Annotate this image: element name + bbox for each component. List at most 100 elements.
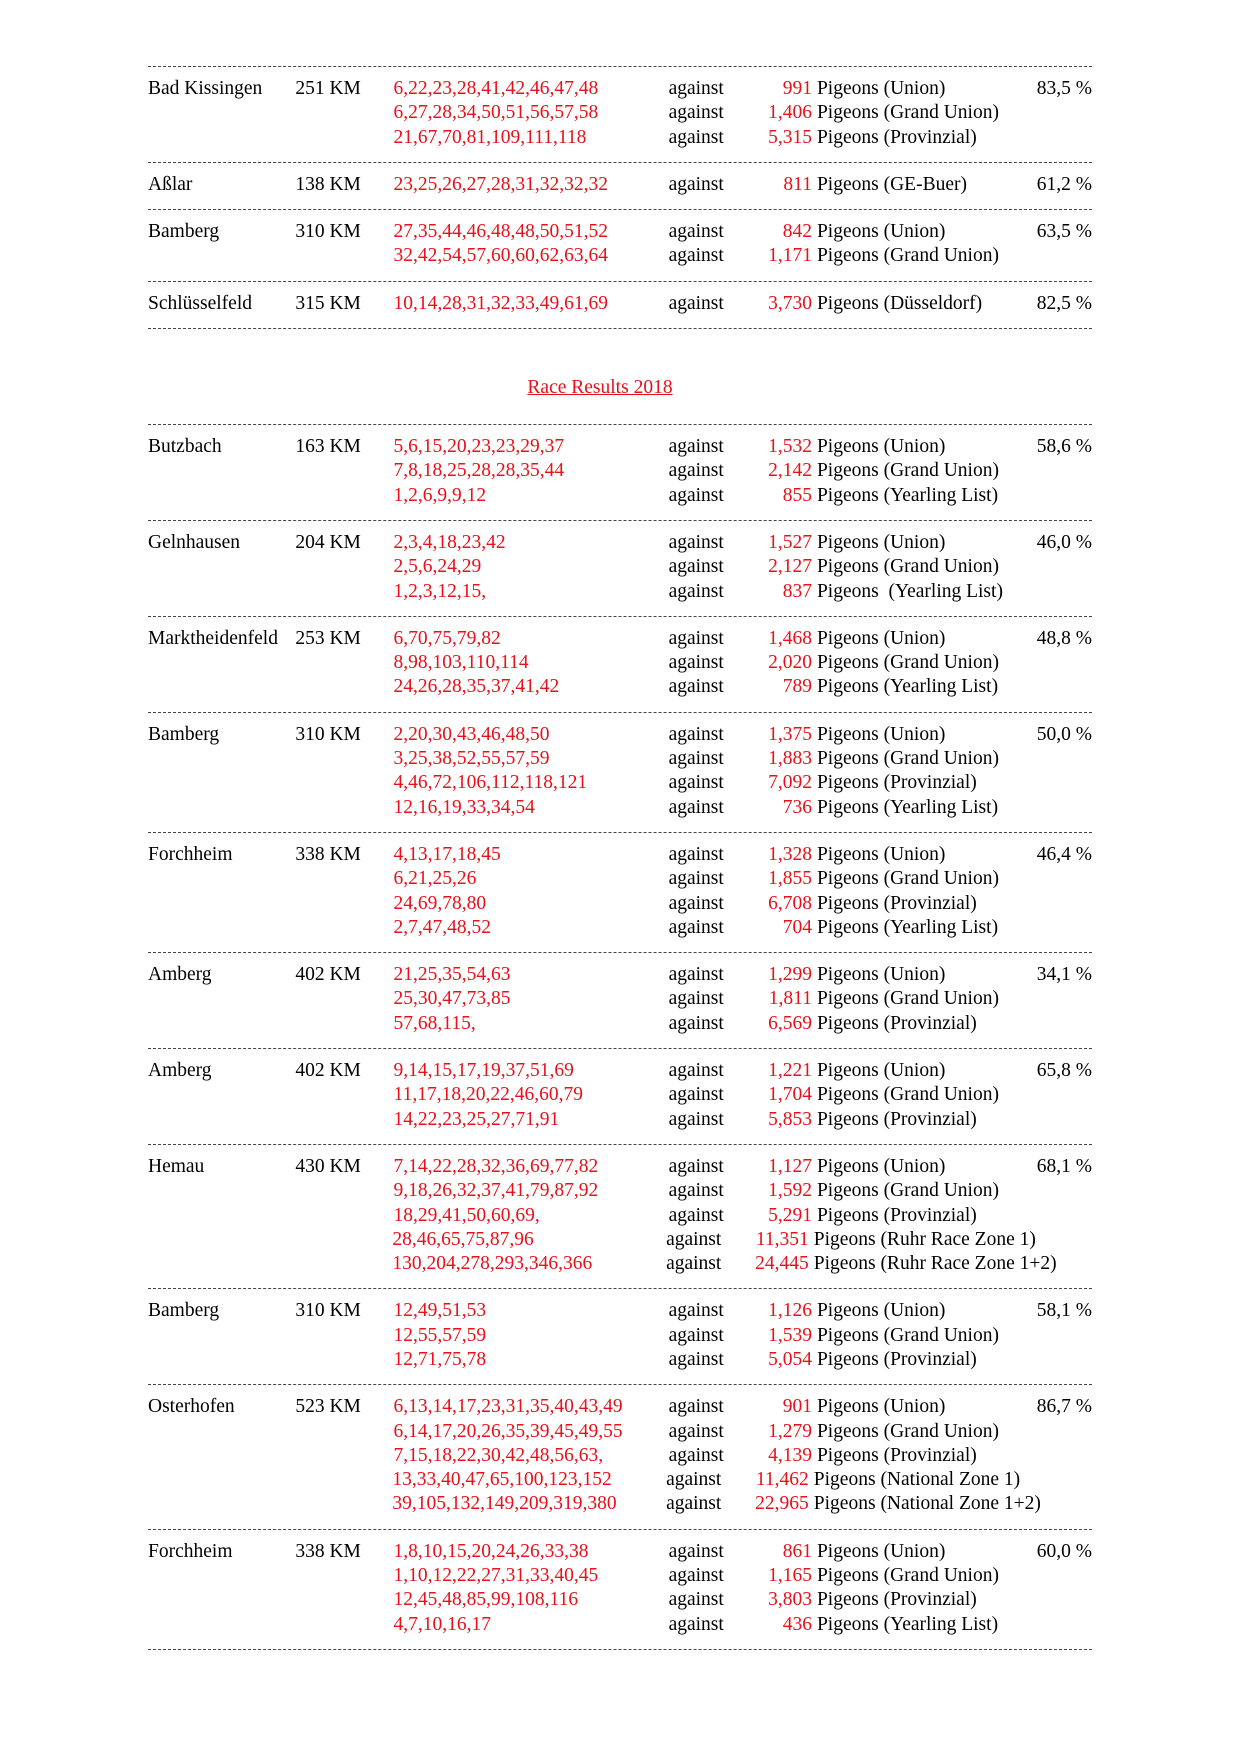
group-name: (Grand Union) [883, 652, 999, 674]
competitor-count: 1,811 [768, 988, 812, 1010]
prize-percentage: 61,2 % [1036, 173, 1092, 195]
pigeons-label: Pigeons [816, 460, 879, 482]
race-distance [295, 555, 393, 579]
against-label: against [668, 1108, 724, 1130]
group-name: (Provinzial) [883, 772, 977, 794]
competition-group: Pigeons (Yearling List) [812, 796, 1013, 820]
group-name: (Provinzial) [883, 1108, 977, 1130]
competitor-count: 1,592 [768, 1180, 812, 1202]
group-name: (National Zone 1+2) [880, 1493, 1041, 1515]
against-label: against [666, 1228, 722, 1250]
pigeons-label: Pigeons [813, 1469, 876, 1491]
group-name: (Provinzial) [883, 1444, 977, 1466]
pigeons-label: Pigeons [816, 1204, 879, 1226]
prize-percentage: 65,8 % [1036, 1060, 1092, 1082]
prize-percentage [1013, 796, 1092, 820]
against-label: against [668, 1589, 724, 1611]
race-location [148, 1083, 295, 1107]
competition-group: Pigeons (Grand Union) [812, 1083, 1013, 1107]
race-location: Marktheidenfeld [148, 627, 278, 649]
prize-percentage [1013, 987, 1092, 1011]
competitor-count: 3,803 [768, 1589, 812, 1611]
result-line: Butzbach 163 KM 5,6,15,20,23,23,29,37 again… [148, 435, 1092, 459]
race-distance: 315 KM [295, 292, 361, 314]
prize-percentage [1013, 916, 1092, 940]
race-location [148, 580, 295, 604]
prize-percentage: 34,1 % [1036, 964, 1092, 986]
result-line: 28,46,65,75,87,96 against 11,351 Pigeons (R… [148, 1228, 1092, 1252]
race-distance [295, 987, 393, 1011]
placings: 9,14,15,17,19,37,51,69 [393, 1060, 574, 1082]
competitor-count: 7,092 [768, 772, 812, 794]
placings: 1,10,12,22,27,31,33,40,45 [393, 1565, 599, 1587]
placings: 4,7,10,16,17 [393, 1613, 492, 1635]
group-name: (Union) [883, 78, 946, 99]
divider [148, 424, 1092, 426]
competitor-count: 11,462 [755, 1469, 809, 1491]
competition-group: Pigeons (Grand Union) [812, 747, 1013, 771]
competitor-count: 1,406 [768, 102, 812, 124]
placings: 12,71,75,78 [393, 1348, 487, 1370]
competitor-count: 1,127 [768, 1155, 812, 1177]
divider [148, 1143, 1092, 1145]
against-label: against [668, 796, 724, 818]
prize-percentage: 58,1 % [1036, 1300, 1092, 1322]
against-label: against [668, 1180, 724, 1202]
competitor-count: 991 [782, 78, 812, 99]
divider [148, 66, 1092, 67]
result-line: 4,7,10,16,17 against 436 Pigeons (Yearling … [148, 1613, 1092, 1637]
competition-group: Pigeons (Provinzial) [812, 1444, 1013, 1468]
against-label: against [668, 221, 724, 243]
pigeons-label: Pigeons [816, 843, 879, 865]
competition-group: Pigeons (Union) [812, 843, 1013, 867]
competitor-count: 1,704 [768, 1084, 812, 1106]
group-name: (Düsseldorf) [883, 292, 983, 314]
race-distance: 138 KM [295, 173, 361, 195]
race-location [148, 796, 295, 820]
result-line: Hemau 430 KM 7,14,22,28,32,36,69,77,82 agai… [148, 1155, 1092, 1179]
race-distance [295, 1613, 393, 1637]
race-location: Gelnhausen [148, 531, 241, 553]
pigeons-label: Pigeons [816, 1180, 879, 1202]
race-distance [295, 651, 393, 675]
pigeons-label: Pigeons [813, 1493, 876, 1515]
result-line: Forchheim 338 KM 1,8,10,15,20,24,26,33,38 a… [148, 1540, 1092, 1564]
against-label: against [668, 173, 724, 195]
placings: 6,22,23,28,41,42,46,47,48 [393, 78, 599, 99]
divider [148, 280, 1092, 282]
prize-percentage [1013, 1204, 1092, 1228]
competition-group: Pigeons (Union) [812, 1540, 1013, 1564]
prize-percentage [1013, 1108, 1092, 1132]
against-label: against [668, 772, 724, 794]
prize-percentage [1013, 1083, 1092, 1107]
group-name: (Yearling List) [883, 1613, 999, 1635]
result-line: 32,42,54,57,60,60,62,63,64 against 1,171 Pi… [148, 244, 1092, 268]
result-line: 12,55,57,59 against 1,539 Pigeons (Grand Un… [148, 1324, 1092, 1348]
placings: 21,67,70,81,109,111,118 [393, 126, 587, 148]
against-label: against [668, 1540, 724, 1562]
against-label: against [668, 1300, 724, 1322]
against-label: against [668, 531, 724, 553]
placings: 10,14,28,31,32,33,49,61,69 [393, 292, 609, 314]
placings: 27,35,44,46,48,48,50,51,52 [393, 221, 609, 243]
group-name: (Grand Union) [883, 1084, 999, 1106]
prize-percentage [1013, 1588, 1092, 1612]
group-name: (National Zone 1) [880, 1469, 1021, 1491]
placings: 23,25,26,27,28,31,32,32,32 [393, 173, 609, 195]
against-label: against [668, 1084, 724, 1106]
race-location [148, 1492, 295, 1516]
prize-percentage: 86,7 % [1036, 1396, 1092, 1418]
against-label: against [668, 1565, 724, 1587]
against-label: against [666, 1493, 722, 1515]
placings: 7,15,18,22,30,42,48,56,63, [393, 1444, 604, 1466]
race-distance: 310 KM [295, 723, 361, 745]
competitor-count: 1,126 [768, 1300, 812, 1322]
race-location [148, 1108, 295, 1132]
result-line: 11,17,18,20,22,46,60,79 against 1,704 Pigeo… [148, 1083, 1092, 1107]
competition-group: Pigeons (Provinzial) [812, 771, 1013, 795]
result-line: 9,18,26,32,37,41,79,87,92 against 1,592 Pig… [148, 1179, 1092, 1203]
result-line: 24,69,78,80 against 6,708 Pigeons (Provinzi… [148, 892, 1092, 916]
against-label: against [668, 102, 724, 124]
pigeons-label: Pigeons [816, 1108, 879, 1130]
group-name: (Yearling List) [883, 676, 999, 698]
